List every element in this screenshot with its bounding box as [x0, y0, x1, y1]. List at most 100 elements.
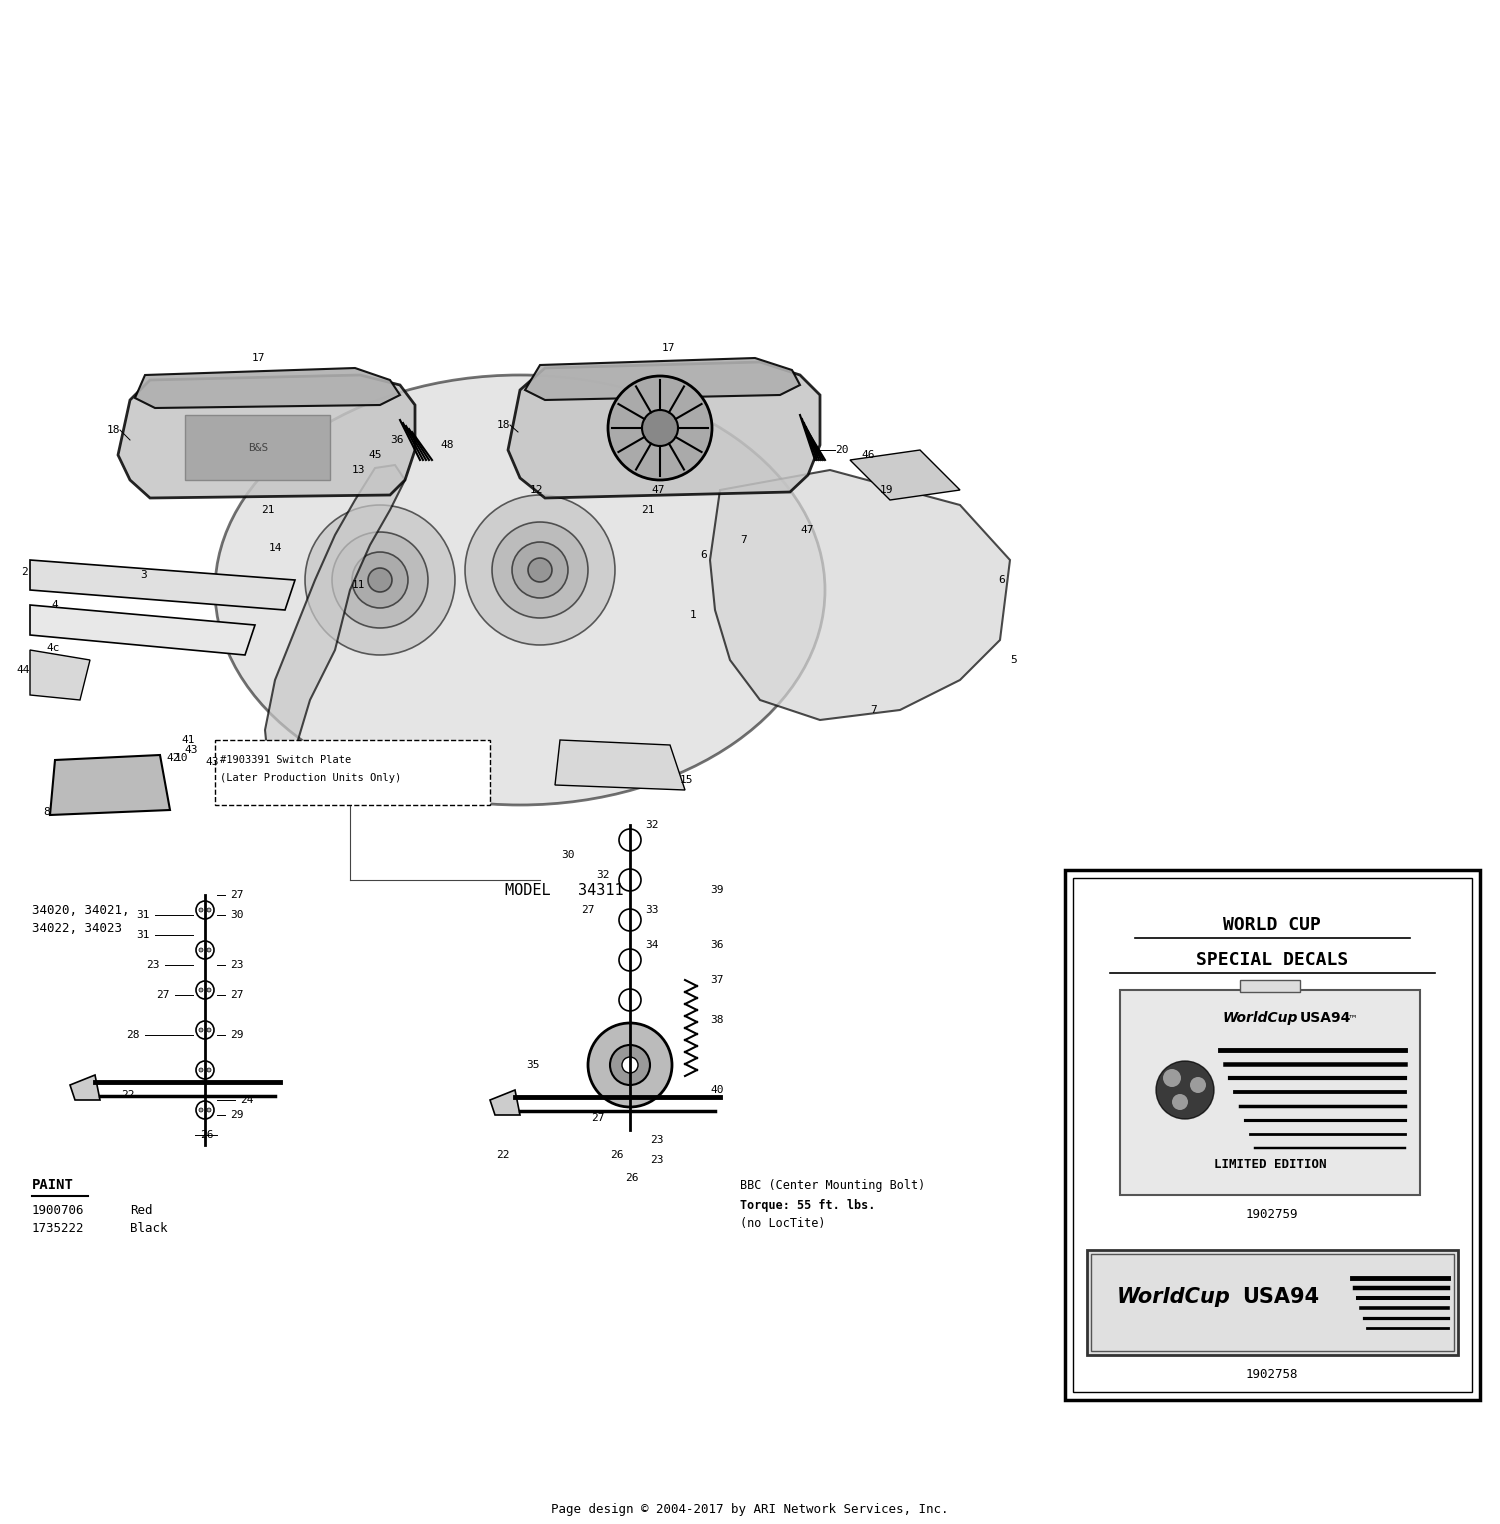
- Circle shape: [200, 988, 202, 992]
- Text: WorldCup: WorldCup: [1222, 1010, 1298, 1026]
- Text: WORLD CUP: WORLD CUP: [1222, 916, 1322, 934]
- Circle shape: [368, 568, 392, 591]
- Text: 17: 17: [252, 354, 266, 363]
- Text: 43: 43: [184, 745, 198, 754]
- Text: 43: 43: [206, 757, 219, 767]
- Text: 35: 35: [526, 1061, 540, 1070]
- Text: (no LocTite): (no LocTite): [740, 1216, 825, 1230]
- Text: 47: 47: [651, 485, 664, 495]
- Text: 31: 31: [136, 930, 150, 940]
- Bar: [184, 415, 330, 480]
- Circle shape: [528, 558, 552, 582]
- Text: 3: 3: [140, 570, 147, 581]
- Text: 26: 26: [626, 1173, 639, 1183]
- Circle shape: [196, 940, 214, 959]
- Text: LIMITED EDITION: LIMITED EDITION: [1214, 1158, 1326, 1172]
- Text: USA94: USA94: [1242, 1286, 1318, 1308]
- Polygon shape: [710, 469, 1010, 719]
- Text: 18: 18: [496, 421, 510, 430]
- Text: #1903391 Switch Plate: #1903391 Switch Plate: [220, 754, 351, 765]
- Circle shape: [200, 1029, 202, 1032]
- Text: 39: 39: [710, 885, 723, 895]
- Circle shape: [196, 1100, 214, 1119]
- Text: 1735222: 1735222: [32, 1222, 84, 1234]
- Text: 30: 30: [561, 850, 574, 860]
- Text: 19: 19: [880, 485, 894, 495]
- Text: 1902758: 1902758: [1245, 1369, 1298, 1381]
- Polygon shape: [555, 741, 686, 789]
- Bar: [1072, 878, 1472, 1391]
- Text: USA94: USA94: [1299, 1010, 1350, 1026]
- Text: 6: 6: [998, 575, 1005, 585]
- Text: 24: 24: [240, 1096, 254, 1105]
- Circle shape: [620, 949, 640, 971]
- Text: 30: 30: [230, 910, 243, 920]
- Polygon shape: [850, 450, 960, 500]
- Text: 32: 32: [597, 870, 610, 879]
- Polygon shape: [30, 605, 255, 655]
- Text: ™: ™: [1347, 1013, 1358, 1023]
- Polygon shape: [135, 367, 400, 408]
- Text: 27: 27: [230, 890, 243, 901]
- Text: 23: 23: [230, 960, 243, 969]
- Text: (Later Production Units Only): (Later Production Units Only): [220, 773, 402, 783]
- Text: 29: 29: [230, 1030, 243, 1039]
- Text: Black: Black: [130, 1222, 168, 1234]
- Text: 36: 36: [710, 940, 723, 949]
- Polygon shape: [525, 358, 800, 399]
- Text: 13: 13: [351, 465, 364, 475]
- Text: 4c: 4c: [46, 643, 60, 652]
- Circle shape: [620, 908, 640, 931]
- Text: 22: 22: [496, 1151, 510, 1160]
- Bar: [1065, 870, 1480, 1401]
- Circle shape: [620, 869, 640, 892]
- Text: 17: 17: [662, 343, 675, 354]
- Text: 42: 42: [166, 753, 180, 764]
- Circle shape: [642, 410, 678, 447]
- Text: 34: 34: [645, 940, 658, 949]
- Text: 4: 4: [51, 600, 58, 610]
- Ellipse shape: [1190, 1077, 1206, 1093]
- Text: Red: Red: [130, 1204, 153, 1216]
- Text: 47: 47: [800, 524, 813, 535]
- Text: 15: 15: [680, 776, 693, 785]
- Text: MODEL   34311: MODEL 34311: [506, 882, 624, 898]
- Circle shape: [608, 376, 712, 480]
- Circle shape: [332, 532, 427, 628]
- Circle shape: [207, 988, 212, 992]
- Text: 26: 26: [200, 1129, 213, 1140]
- Polygon shape: [118, 375, 416, 498]
- Text: PAINT: PAINT: [32, 1178, 74, 1192]
- Text: 6: 6: [700, 550, 706, 559]
- Circle shape: [352, 552, 408, 608]
- Text: Page design © 2004-2017 by ARI Network Services, Inc.: Page design © 2004-2017 by ARI Network S…: [550, 1504, 948, 1516]
- Text: 1: 1: [690, 610, 696, 620]
- Text: 37: 37: [710, 975, 723, 985]
- Circle shape: [207, 908, 212, 911]
- Circle shape: [207, 1068, 212, 1071]
- Text: 44: 44: [16, 664, 30, 675]
- Text: 27: 27: [156, 991, 170, 1000]
- Text: 21: 21: [640, 504, 654, 515]
- Text: BBC (Center Mounting Bolt): BBC (Center Mounting Bolt): [740, 1178, 926, 1192]
- Bar: [1240, 980, 1300, 992]
- Circle shape: [207, 1029, 212, 1032]
- Polygon shape: [30, 559, 296, 610]
- Circle shape: [588, 1023, 672, 1106]
- Text: 33: 33: [645, 905, 658, 914]
- Bar: [1090, 1254, 1454, 1350]
- Polygon shape: [490, 1090, 520, 1116]
- Circle shape: [465, 495, 615, 645]
- Text: 23: 23: [650, 1135, 663, 1145]
- Bar: [214, 741, 490, 805]
- Text: 5: 5: [1010, 655, 1017, 664]
- Text: 32: 32: [645, 820, 658, 831]
- Text: 7: 7: [740, 535, 747, 546]
- Polygon shape: [50, 754, 170, 815]
- Text: 41: 41: [182, 735, 195, 745]
- Ellipse shape: [1156, 1061, 1214, 1119]
- Circle shape: [200, 908, 202, 911]
- Text: 12: 12: [530, 485, 543, 495]
- Text: 34020, 34021,: 34020, 34021,: [32, 904, 129, 916]
- Polygon shape: [266, 465, 405, 760]
